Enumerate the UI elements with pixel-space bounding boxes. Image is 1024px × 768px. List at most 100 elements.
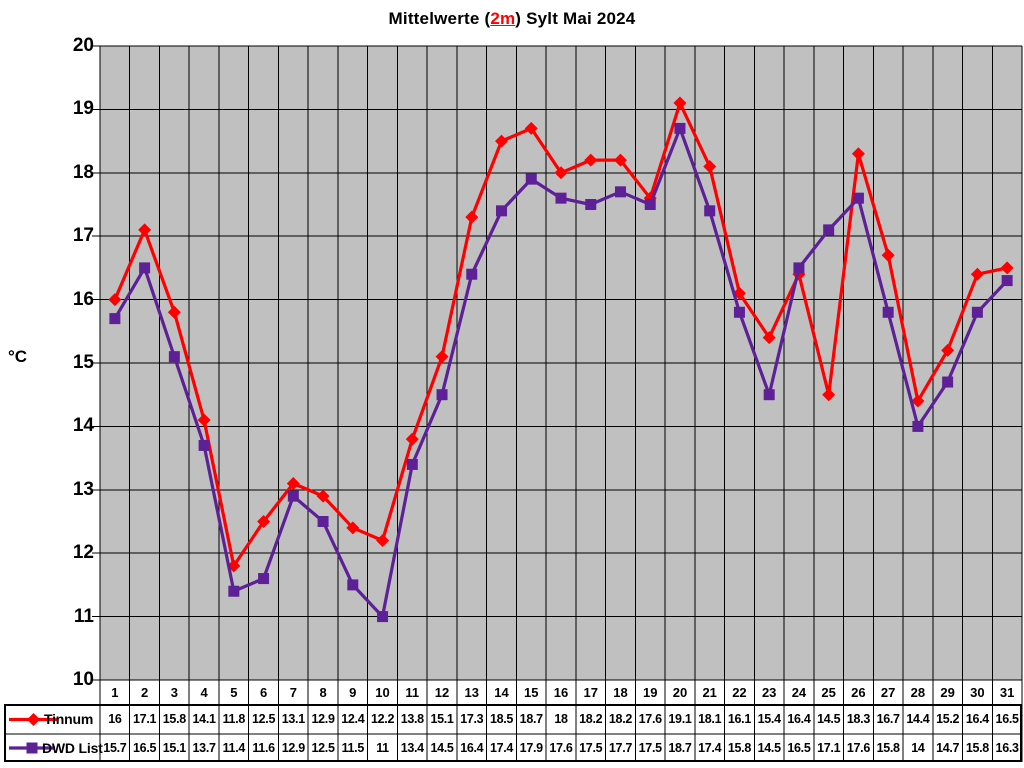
value-cell: 12.5 [252,712,276,726]
value-cell: 13.7 [192,741,216,755]
value-cell: 12.5 [311,741,335,755]
day-header-cell: 5 [230,685,238,700]
y-tick-label: 10 [72,669,94,690]
day-header-cell: 24 [791,685,807,700]
value-cell: 18.5 [489,712,514,726]
value-cell: 17.1 [133,712,157,726]
value-cell: 11.6 [252,741,275,755]
day-header-cell: 10 [375,685,390,700]
day-header-cell: 3 [170,685,178,700]
value-cell: 15.1 [162,741,186,755]
value-cell: 17.3 [460,712,484,726]
day-header-cell: 14 [494,685,509,700]
day-header-cell: 22 [732,685,747,700]
value-cell: 14.4 [906,712,930,726]
value-cell: 13.8 [400,712,424,726]
value-cell: 17.6 [638,712,662,726]
day-header-cell: 6 [259,685,268,700]
y-tick-label: 13 [72,478,94,500]
day-header-cell: 23 [761,685,777,700]
day-header-cell: 15 [524,685,539,700]
value-cell: 14.5 [757,741,781,755]
value-cell: 13.4 [400,741,424,755]
value-cell: 18.3 [846,712,870,726]
value-cell: 15.8 [965,741,989,755]
day-header-cell: 13 [464,685,479,700]
value-cell: 16.1 [727,712,752,726]
y-tick-label: 18 [72,161,94,183]
value-cell: 14.1 [192,712,216,726]
value-cell: 12.2 [370,712,395,726]
value-cell: 17.5 [579,741,603,755]
y-tick-label: 19 [72,98,94,120]
value-cell: 15.2 [936,712,960,726]
value-cell: 14.5 [430,741,454,755]
day-header-cell: 28 [910,685,926,700]
value-cell: 17.9 [519,741,543,755]
series-name: DWD List [42,740,103,756]
value-cell: 16.3 [995,741,1019,755]
value-cell: 17.1 [817,741,841,755]
value-cell: 15.8 [727,741,752,755]
day-header-cell: 2 [140,685,149,700]
y-tick-label: 15 [72,352,94,373]
value-cell: 16.7 [876,712,900,726]
y-tick-label: 11 [73,605,94,627]
y-tick-label: 12 [72,542,94,564]
title-prefix: Mittelwerte ( [388,9,491,28]
y-axis-label: °C [8,347,28,366]
value-cell: 12.9 [281,741,305,755]
day-header-cell: 1 [111,685,119,700]
value-cell: 17.6 [846,741,870,755]
day-header-cell: 8 [319,685,327,700]
value-cell: 17.7 [608,741,633,755]
value-cell: 16.4 [965,712,989,726]
value-cell: 18.1 [698,712,722,726]
value-cell: 11.4 [222,741,246,755]
value-cell: 16 [108,712,122,726]
day-header-cell: 19 [642,685,658,700]
day-header-cell: 27 [880,685,896,700]
day-header-cell: 20 [672,685,688,700]
title-suffix: ) Sylt Mai 2024 [515,9,636,28]
value-cell: 16.4 [787,712,811,726]
value-cell: 14 [911,741,925,755]
value-cell: 18 [554,712,568,726]
value-cell: 18.2 [608,712,633,726]
value-cell: 19.1 [668,712,692,726]
day-header-cell: 29 [940,685,955,700]
value-cell: 18.7 [668,741,692,755]
day-header-cell: 17 [583,685,598,700]
value-cell: 11 [376,741,389,755]
series-name: Tinnum [44,711,94,727]
value-cell: 17.4 [489,741,514,755]
value-cell: 15.7 [103,741,127,755]
value-cell: 16.4 [460,741,484,755]
value-cell: 17.4 [698,741,722,755]
value-cell: 14.5 [817,712,841,726]
value-cell: 12.4 [341,712,365,726]
y-tick-label: 14 [72,415,94,437]
day-header-cell: 18 [613,685,628,700]
value-cell: 18.2 [579,712,603,726]
value-cell: 14.7 [936,741,960,755]
day-header-cell: 11 [405,685,420,700]
value-cell: 15.8 [876,741,900,755]
value-cell: 13.1 [281,712,305,726]
day-header-cell: 26 [851,685,866,700]
day-header-cell: 9 [349,685,357,700]
value-cell: 16.5 [787,741,811,755]
y-tick-label: 16 [72,288,94,310]
value-cell: 16.5 [995,712,1019,726]
day-header-cell: 7 [289,685,297,700]
value-cell: 17.5 [638,741,662,755]
value-cell: 18.7 [519,712,543,726]
value-cell: 17.6 [549,741,573,755]
y-tick-label: 17 [72,225,94,247]
day-header-cell: 12 [434,685,450,700]
value-cell: 15.4 [757,712,781,726]
value-cell: 11.5 [341,741,365,755]
title-highlight: 2m [490,9,516,28]
value-cell: 15.1 [430,712,454,726]
